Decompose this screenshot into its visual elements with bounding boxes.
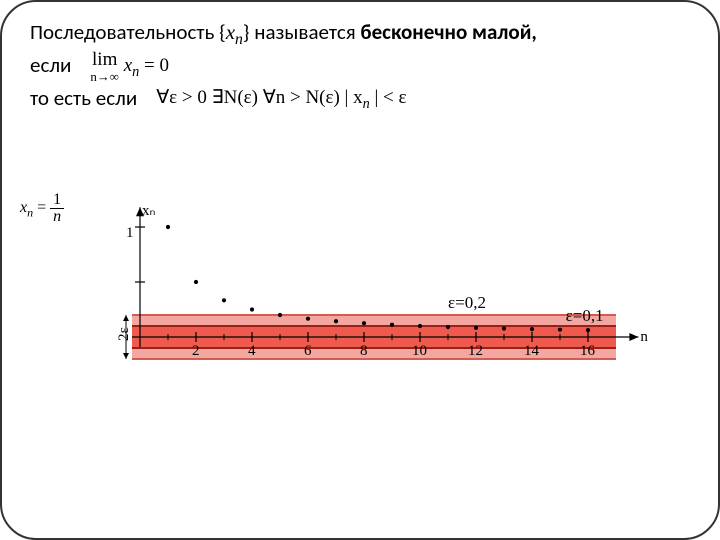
cond-expr: ∀ε > 0 ∃N(ε) ∀n > N(ε) | xn | < ε — [156, 85, 406, 114]
xf-sub: n — [27, 205, 33, 219]
eps-label-01: ε=0,1 — [566, 306, 604, 326]
definition-text: Последовательность {xn} называется беско… — [30, 18, 690, 114]
xf-num: 1 — [50, 192, 64, 209]
def-pre: Последовательность { — [30, 19, 226, 45]
x-axis-end-label: n — [640, 329, 648, 346]
x-tick-label: 12 — [468, 343, 483, 360]
x-tick-label: 8 — [360, 343, 368, 360]
def-line2: если — [30, 52, 71, 78]
y-axis-label: xₙ — [142, 201, 155, 220]
def-post1: } называется — [243, 19, 361, 45]
lim-under: n→∞ — [90, 70, 119, 84]
lim-body: x — [124, 56, 132, 77]
side-formula: xn = 1 n — [20, 192, 64, 225]
def-sub: n — [235, 31, 243, 48]
y-tick-1: 1 — [126, 225, 134, 242]
sequence-chart: xₙ 1 n ε=0,2 ε=0,1 2ε 2 4 6 8 10 12 14 16 — [115, 192, 680, 372]
cond-tail: | < ε — [370, 87, 407, 108]
x-tick-label: 10 — [412, 343, 427, 360]
xf-eq: = — [37, 199, 46, 216]
limit-expr: lim n→∞ xn = 0 — [90, 50, 169, 84]
x-tick-label: 4 — [248, 343, 256, 360]
def-line3: то есть если — [30, 85, 137, 111]
eps-label-02: ε=0,2 — [448, 293, 486, 313]
cond-parts: ∀ε > 0 ∃N(ε) ∀n > N(ε) | x — [156, 87, 362, 108]
lim-word: lim — [92, 49, 117, 70]
def-bold: бесконечно малой, — [360, 19, 536, 45]
cond-sub: n — [363, 96, 370, 112]
xf-den: n — [50, 209, 64, 225]
lim-eq: = 0 — [139, 56, 169, 77]
x-tick-label: 2 — [192, 343, 200, 360]
def-var: x — [226, 20, 235, 44]
x-tick-label: 16 — [580, 343, 595, 360]
x-tick-label: 14 — [524, 343, 539, 360]
two-eps-label: 2ε — [116, 327, 133, 341]
x-tick-label: 6 — [304, 343, 312, 360]
